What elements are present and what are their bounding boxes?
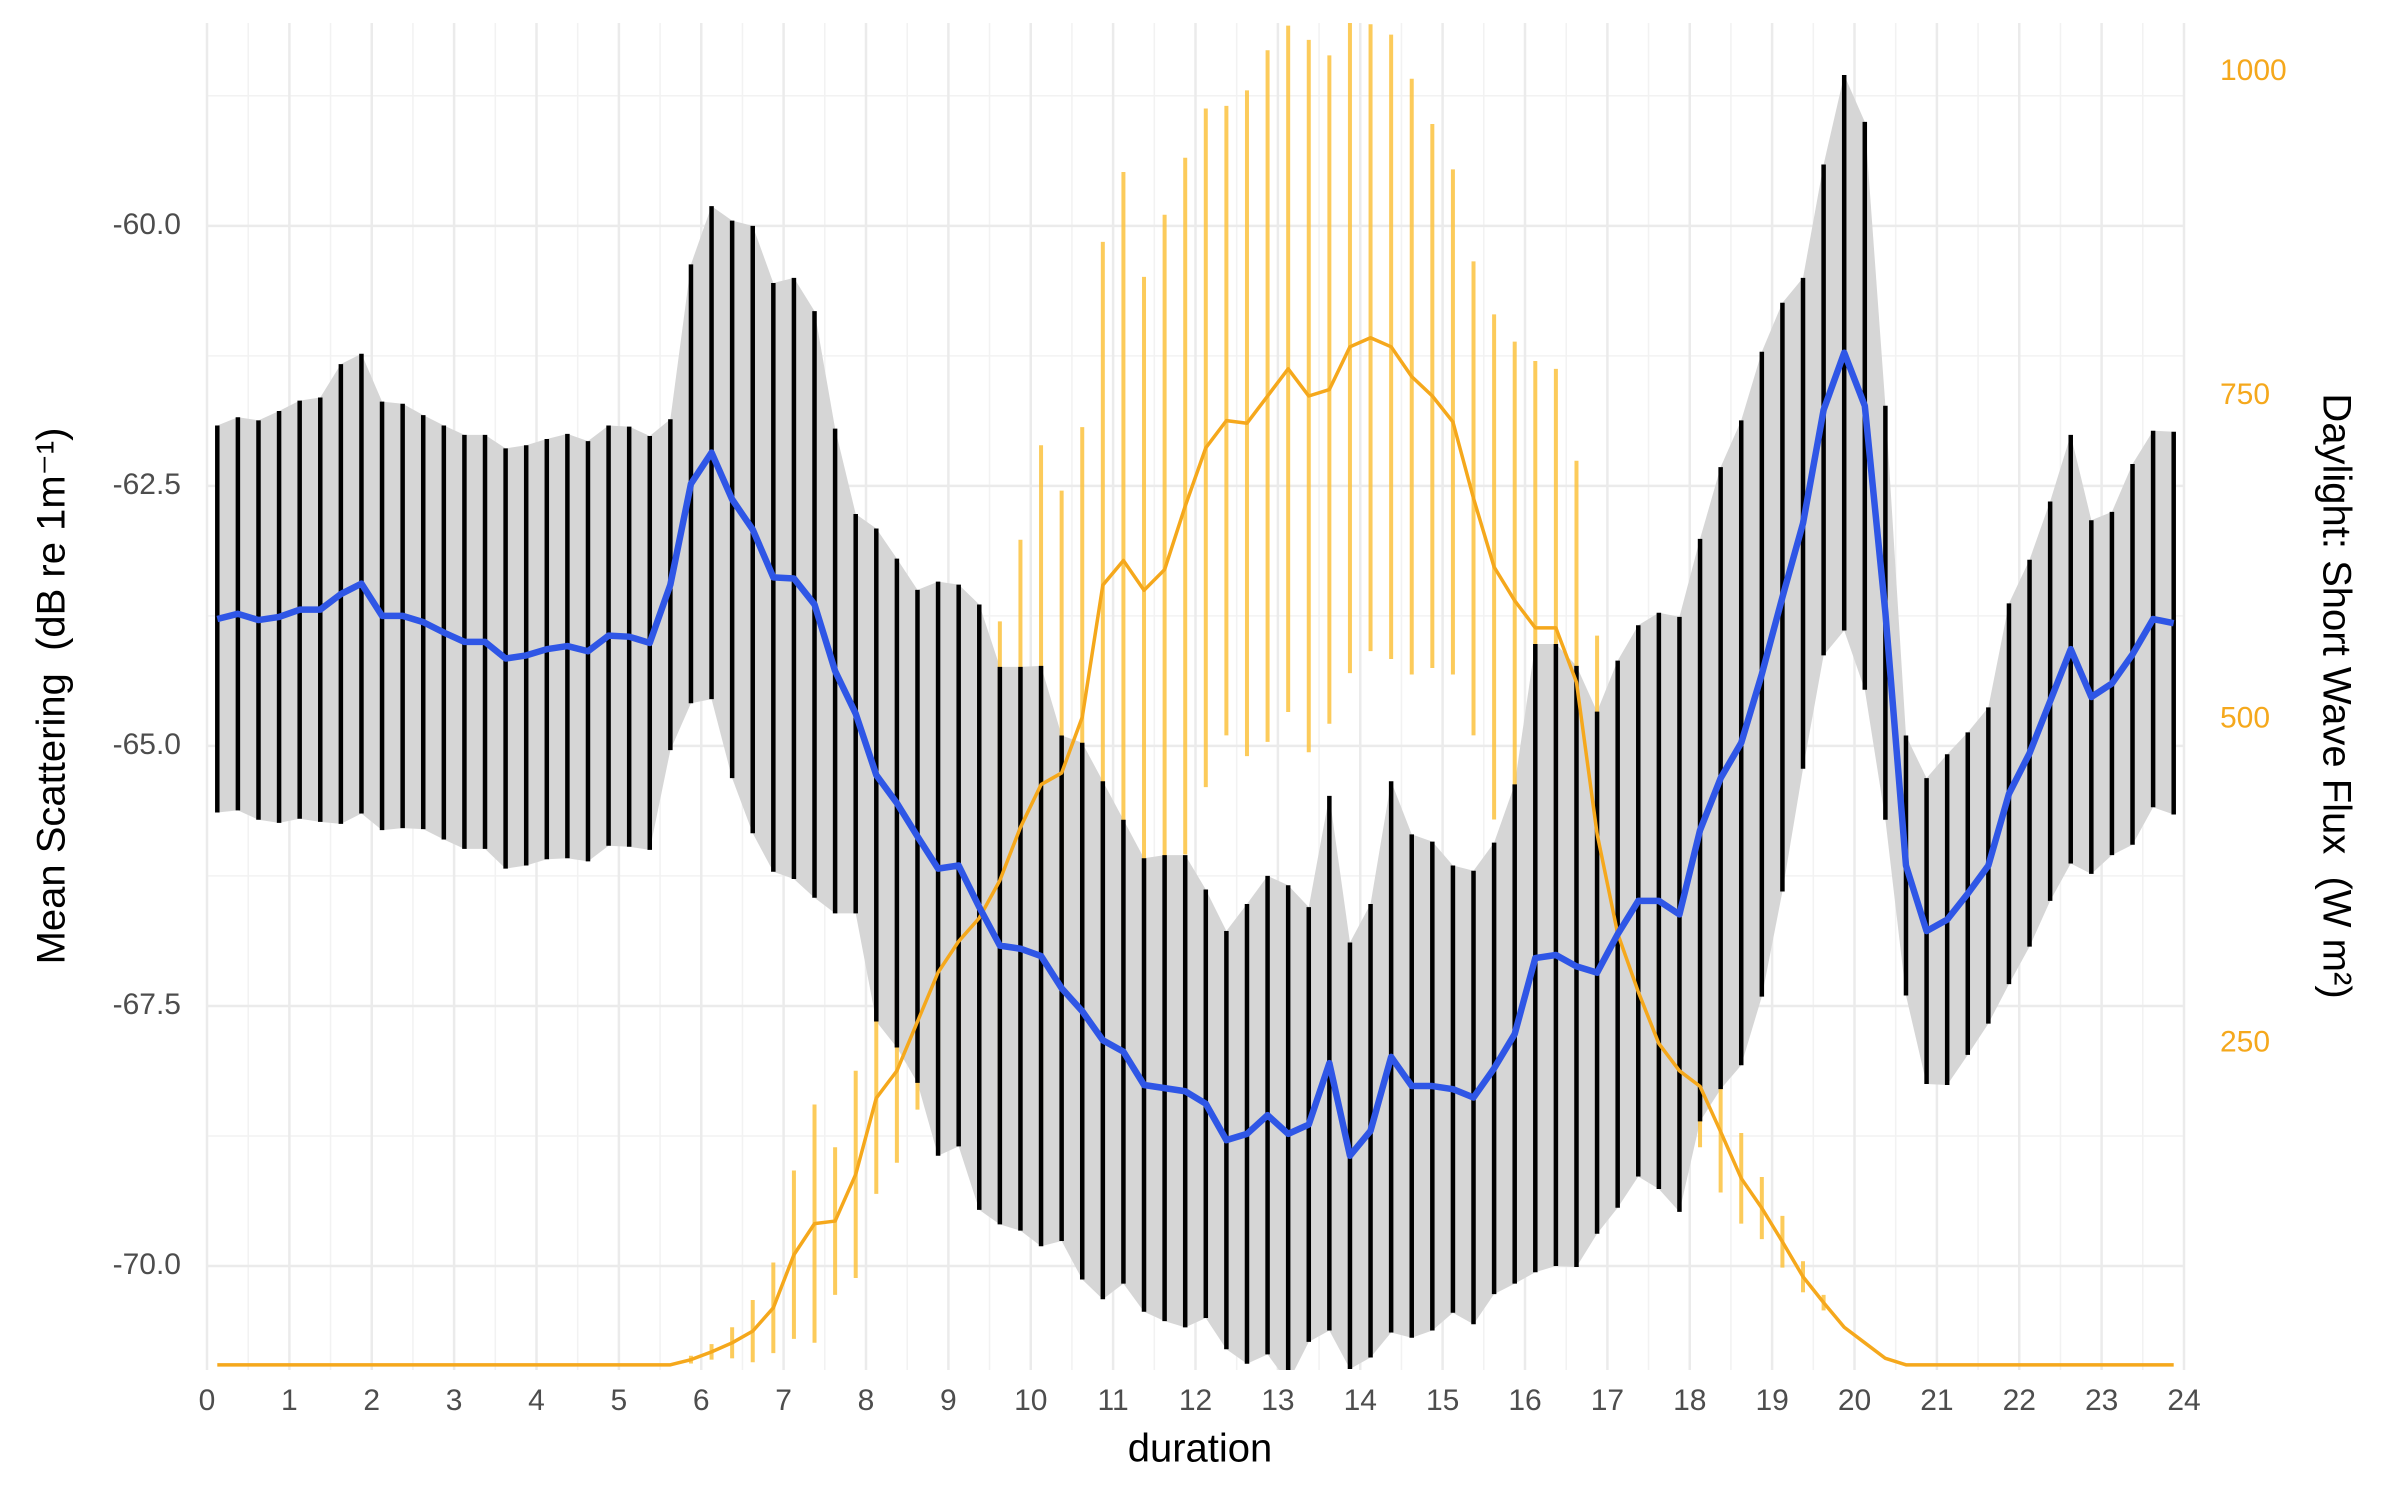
x-tick-label: 21 [1920,1384,1953,1417]
y-tick-label: -70.0 [113,1248,181,1281]
y-tick-label: -67.5 [113,988,181,1021]
y-tick-label: -65.0 [113,728,181,761]
x-tick-label: 10 [1014,1384,1047,1417]
x-tick-label: 1 [281,1384,298,1417]
x-tick-label: 13 [1261,1384,1294,1417]
y-tick-label: -62.5 [113,468,181,501]
x-tick-label: 24 [2167,1384,2200,1417]
y2-axis-title: Daylight: Short Wave Flux (W m²) [2314,393,2358,998]
x-tick-label: 19 [1755,1384,1788,1417]
y2-tick-label: 750 [2220,378,2270,411]
x-tick-label: 17 [1591,1384,1624,1417]
x-tick-label: 22 [2003,1384,2036,1417]
x-tick-label: 23 [2085,1384,2118,1417]
x-tick-label: 15 [1426,1384,1459,1417]
y2-tick-label: 250 [2220,1026,2270,1059]
x-tick-label: 5 [611,1384,628,1417]
x-tick-label: 2 [363,1384,380,1417]
x-tick-label: 0 [199,1384,216,1417]
x-tick-label: 16 [1508,1384,1541,1417]
x-tick-label: 6 [693,1384,710,1417]
y-axis-title: Mean Scattering (dB re 1m⁻¹) [30,428,74,965]
y2-line [217,335,2174,1367]
plot-area [215,23,2176,1370]
y2-tick-label: 1000 [2220,54,2287,87]
x-tick-label: 7 [775,1384,792,1417]
axes: 0 1 2 3 4 5 6 7 8 9 10 11 12 13 14 15 16 17 18 19 20 21 22 23 24… [113,54,2287,1417]
y2-tick-label: 500 [2220,702,2270,735]
x-tick-label: 14 [1344,1384,1377,1417]
y-tick-label: -60.0 [113,208,181,241]
x-axis-title: duration [1128,1427,1273,1471]
x-tick-label: 18 [1673,1384,1706,1417]
x-tick-label: 3 [446,1384,463,1417]
x-tick-label: 20 [1838,1384,1871,1417]
ribbon [217,75,2174,1370]
x-tick-label: 12 [1179,1384,1212,1417]
line [216,349,2175,1159]
x-tick-label: 9 [940,1384,957,1417]
x-tick-label: 8 [858,1384,875,1417]
x-tick-label: 4 [528,1384,545,1417]
x-tick-label: 11 [1098,1384,1129,1417]
